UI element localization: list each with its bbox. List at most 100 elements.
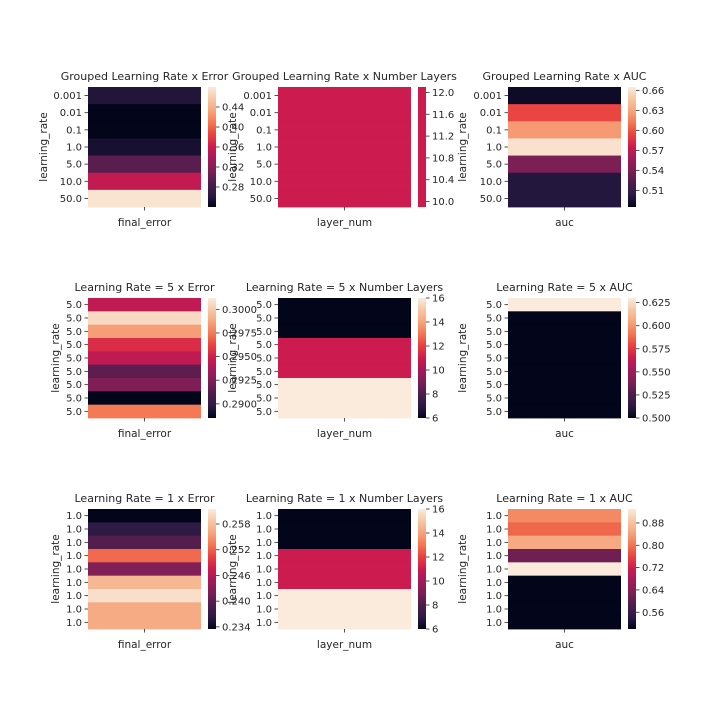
heatmap-cell [88, 87, 201, 105]
heatmap-cell [508, 391, 621, 406]
colorbar-tick-label: 0.51 [642, 186, 664, 197]
heatmap-cell [88, 189, 201, 208]
y-tick-label: 50.0 [480, 194, 502, 205]
colorbar-tick-label: 16 [432, 294, 445, 305]
heatmap-cell [278, 87, 411, 105]
colorbar-tick-label: 0.66 [642, 86, 664, 97]
heatmap-cell [88, 509, 201, 523]
colorbar-tick-label: 0.3000 [222, 305, 257, 316]
panel-title: Grouped Learning Rate x Error [61, 70, 229, 83]
heatmap-panel-1: Grouped Learning Rate x Error 0.001 0.01 0.… [38, 70, 244, 229]
colorbar-tick-label: 0.246 [222, 571, 251, 582]
y-tick-label: 1.0 [256, 143, 272, 154]
colorbar-tick-label: 0.54 [642, 166, 664, 177]
y-tick-label: 1.0 [66, 565, 82, 576]
colorbar [418, 509, 426, 629]
x-tick-label: final_error [118, 639, 172, 651]
colorbar-tick-label: 0.2900 [222, 399, 257, 410]
heatmap-cell [88, 324, 201, 339]
heatmap-cell [88, 121, 201, 139]
y-tick-label: 5.0 [486, 380, 502, 391]
x-tick-label: auc [555, 428, 574, 440]
panel-title: Learning Rate = 5 x Number Layers [246, 281, 444, 294]
y-tick-label: 5.0 [486, 327, 502, 338]
heatmap-cell [278, 155, 411, 174]
y-tick-label: 0.1 [256, 125, 272, 136]
colorbar-tick-label: 10 [432, 366, 445, 377]
heatmap-cell [88, 172, 201, 191]
y-tick-label: 5.0 [66, 354, 82, 365]
panel-title: Learning Rate = 5 x AUC [496, 281, 633, 294]
colorbar-tick-label: 0.2950 [222, 352, 257, 363]
colorbar-tick-label: 8 [432, 390, 438, 401]
heatmap-cell [88, 311, 201, 326]
heatmap-cell [508, 575, 621, 590]
heatmap-cell [278, 562, 411, 577]
heatmap-cell [88, 338, 201, 352]
colorbar-tick-label: 0.240 [222, 597, 251, 608]
y-tick-label: 5.0 [256, 300, 272, 311]
heatmap-cell [278, 172, 411, 191]
colorbar-tick-label: 0.28 [222, 183, 244, 194]
y-axis-label: learning_rate [38, 112, 50, 181]
heatmap-cell [88, 404, 201, 419]
heatmap-cell [88, 391, 201, 406]
heatmap-cell [508, 378, 621, 392]
y-tick-label: 1.0 [486, 591, 502, 602]
y-tick-label: 0.001 [53, 91, 82, 102]
heatmap-cell [508, 172, 621, 191]
heatmap-cell [508, 138, 621, 156]
colorbar-tick-label: 14 [432, 529, 445, 540]
heatmap-cell [508, 324, 621, 339]
heatmap-cell [508, 189, 621, 208]
y-tick-label: 5.0 [486, 160, 502, 171]
y-tick-label: 0.001 [473, 91, 502, 102]
colorbar-tick-label: 12.0 [432, 88, 454, 99]
y-tick-label: 1.0 [66, 538, 82, 549]
heatmap-cell [88, 575, 201, 590]
colorbar-tick-label: 0.64 [642, 585, 664, 596]
colorbar [208, 509, 216, 629]
y-tick-label: 5.0 [256, 314, 272, 325]
y-tick-label: 1.0 [486, 525, 502, 536]
y-tick-label: 1.0 [486, 551, 502, 562]
colorbar-tick-label: 0.550 [642, 367, 671, 378]
heatmap-cell [88, 602, 201, 617]
y-tick-label: 1.0 [66, 143, 82, 154]
y-tick-label: 1.0 [66, 618, 82, 629]
y-tick-label: 0.001 [243, 91, 272, 102]
y-tick-label: 1.0 [256, 591, 272, 602]
y-tick-label: 1.0 [66, 578, 82, 589]
colorbar-tick-label: 0.600 [642, 321, 671, 332]
y-tick-label: 1.0 [486, 565, 502, 576]
y-axis-label: learning_rate [227, 534, 239, 603]
heatmap-panel-2: Grouped Learning Rate x Number Layers 0.0… [227, 70, 457, 229]
colorbar [418, 87, 426, 207]
heatmap-cell [278, 509, 411, 523]
colorbar-tick-label: 6 [432, 625, 438, 636]
panel-title: Learning Rate = 1 x Number Layers [246, 492, 444, 505]
panel-title: Grouped Learning Rate x Number Layers [232, 70, 457, 83]
heatmap-cell [278, 104, 411, 122]
y-tick-label: 10.0 [480, 177, 502, 188]
y-tick-label: 10.0 [250, 177, 272, 188]
colorbar [628, 298, 636, 418]
colorbar-tick-label: 12 [432, 342, 445, 353]
heatmap-panel-4: Learning Rate = 5 x Error 5.0 5.0 5.0 5.0 5.0… [50, 281, 257, 440]
y-axis-label: learning_rate [227, 112, 239, 181]
colorbar-tick-label: 0.252 [222, 545, 251, 556]
colorbar-tick-label: 10 [432, 577, 445, 588]
heatmap-cell [508, 589, 621, 603]
y-tick-label: 1.0 [256, 525, 272, 536]
panel-title: Grouped Learning Rate x AUC [483, 70, 647, 83]
y-tick-label: 5.0 [486, 340, 502, 351]
heatmap-cell [88, 138, 201, 156]
colorbar-tick-label: 0.44 [222, 103, 244, 114]
y-tick-label: 5.0 [256, 407, 272, 418]
colorbar-tick-label: 12 [432, 553, 445, 564]
colorbar [418, 298, 426, 418]
y-tick-label: 1.0 [486, 538, 502, 549]
heatmap-cell [508, 104, 621, 122]
y-tick-label: 1.0 [66, 605, 82, 616]
